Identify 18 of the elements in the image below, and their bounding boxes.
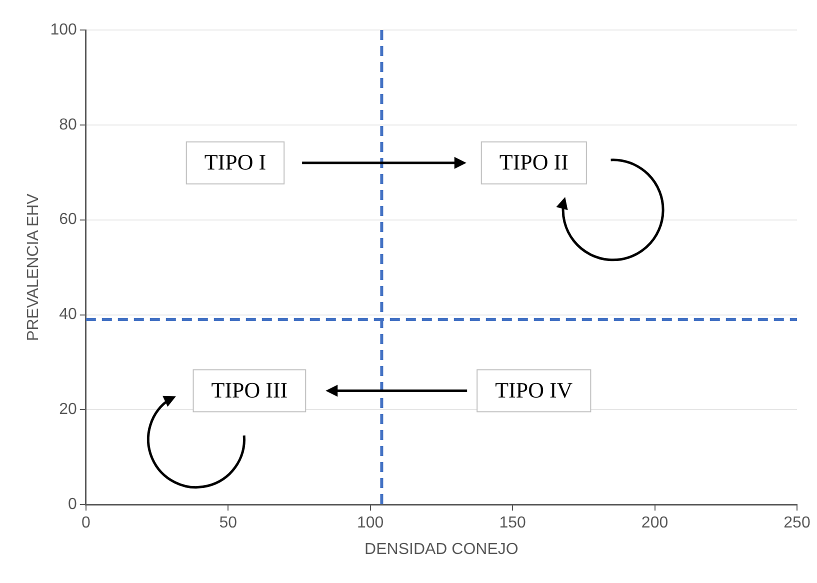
y-tick-label: 100 — [50, 21, 77, 38]
y-tick-label: 0 — [68, 496, 77, 514]
y-axis-title: PREVALENCIA EHV — [25, 193, 42, 341]
x-tick-label: 250 — [784, 514, 810, 532]
annotation: TIPO I — [204, 150, 266, 175]
x-axis-title: DENSIDAD CONEJO — [364, 540, 518, 558]
y-tick-label: 40 — [59, 306, 77, 324]
annotation: TIPO III — [211, 377, 288, 402]
annotation: TIPO II — [499, 150, 568, 175]
x-tick-label: 200 — [641, 514, 668, 532]
x-tick-label: 50 — [219, 514, 238, 532]
y-tick-label: 60 — [59, 211, 77, 228]
y-tick-label: 80 — [59, 116, 77, 134]
x-tick-label: 150 — [499, 514, 526, 532]
y-tick-label: 20 — [59, 401, 77, 418]
x-tick-label: 0 — [81, 514, 90, 532]
x-tick-label: 100 — [356, 514, 384, 532]
annotation: TIPO IV — [495, 377, 573, 402]
